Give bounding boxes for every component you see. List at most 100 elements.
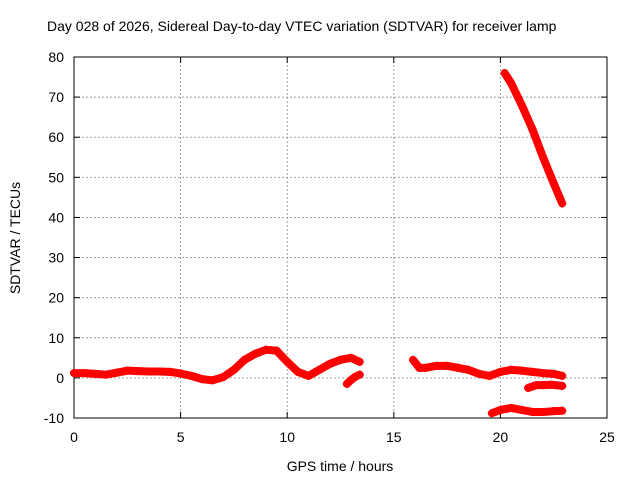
data-point: [443, 361, 452, 370]
data-point: [293, 367, 302, 376]
y-tick-label: 30: [48, 250, 64, 266]
x-tick-label: 10: [279, 429, 295, 445]
data-point: [283, 357, 292, 366]
data-point: [549, 179, 558, 188]
x-tick-label: 15: [386, 429, 402, 445]
data-point: [304, 371, 313, 380]
data-point: [528, 407, 537, 416]
data-point: [272, 346, 281, 355]
series-trace-segment: [549, 179, 567, 208]
data-point: [539, 407, 548, 416]
data-point: [507, 365, 516, 374]
data-point: [133, 367, 142, 376]
data-point: [355, 357, 364, 366]
data-point: [558, 406, 567, 415]
x-tick-label: 25: [599, 429, 615, 445]
data-point: [549, 407, 558, 416]
series-trace-segment: [528, 125, 548, 162]
y-tick-label: 20: [48, 290, 64, 306]
series-arc-1: [70, 345, 364, 385]
series-trace-segment: [507, 79, 526, 110]
series-arc-5: [487, 403, 567, 418]
data-point: [325, 359, 334, 368]
grid-lines: [74, 57, 607, 418]
data-point: [229, 365, 238, 374]
data-point: [80, 369, 89, 378]
data-point: [208, 376, 217, 385]
y-tick-label: 80: [48, 49, 64, 65]
y-tick-label: 0: [56, 370, 64, 386]
series-arc-2: [342, 370, 364, 388]
data-point: [507, 403, 516, 412]
plot-frame: [73, 56, 608, 419]
data-point: [517, 366, 526, 375]
data-point: [507, 79, 516, 88]
data-point: [261, 345, 270, 354]
series-trace-segment: [517, 101, 537, 134]
x-axis-label: GPS time / hours: [287, 458, 394, 474]
data-point: [432, 361, 441, 370]
data-point: [176, 369, 185, 378]
y-tick-label: -10: [44, 410, 64, 426]
data-point: [347, 375, 356, 384]
data-points: [70, 69, 567, 418]
series-trace-segment: [539, 153, 558, 188]
y-axis-label: SDTVAR / TECUs: [7, 182, 23, 294]
data-point: [355, 370, 364, 379]
data-point: [342, 379, 351, 388]
data-point: [549, 369, 558, 378]
data-point: [539, 369, 548, 378]
data-point: [155, 367, 164, 376]
data-point: [315, 365, 324, 374]
data-point: [187, 371, 196, 380]
y-tick-label: 70: [48, 89, 64, 105]
series-arc-4: [524, 380, 567, 392]
data-point: [558, 381, 567, 390]
data-point: [251, 349, 260, 358]
data-point: [485, 371, 494, 380]
y-tick-label: 50: [48, 169, 64, 185]
data-point: [91, 369, 100, 378]
series-arc-6: [500, 69, 567, 208]
data-point: [144, 367, 153, 376]
data-point: [487, 409, 496, 418]
data-point: [500, 69, 509, 78]
data-point: [496, 367, 505, 376]
data-point: [558, 371, 567, 380]
data-point: [528, 367, 537, 376]
x-tick-label: 0: [70, 429, 78, 445]
y-tick-label: 60: [48, 129, 64, 145]
data-point: [524, 383, 533, 392]
data-point: [408, 355, 417, 364]
data-point: [240, 355, 249, 364]
axis-ticks: 0 5 10 15 20 25 -10 0 10 20 30 40 50 60 70 80: [44, 49, 615, 445]
chart-title: Day 028 of 2026, Sidereal Day-to-day VTE…: [47, 18, 557, 34]
x-tick-label: 5: [177, 429, 185, 445]
y-tick-label: 40: [48, 209, 64, 225]
data-point: [165, 367, 174, 376]
data-point: [347, 353, 356, 362]
data-point: [517, 101, 526, 110]
data-point: [464, 365, 473, 374]
data-point: [528, 125, 537, 134]
data-point: [475, 369, 484, 378]
data-point: [517, 405, 526, 414]
data-point: [112, 368, 121, 377]
data-point: [123, 366, 132, 375]
series-arc-3: [408, 355, 567, 380]
data-point: [539, 381, 548, 390]
data-point: [336, 355, 345, 364]
data-point: [197, 375, 206, 384]
data-point: [547, 380, 556, 389]
data-point: [219, 373, 228, 382]
data-point: [351, 372, 360, 381]
data-point: [453, 363, 462, 372]
data-point: [70, 369, 78, 378]
data-point: [421, 363, 430, 372]
x-tick-label: 20: [493, 429, 509, 445]
data-point: [101, 370, 110, 379]
y-tick-label: 10: [48, 330, 64, 346]
data-point: [496, 405, 505, 414]
data-point: [558, 199, 567, 208]
